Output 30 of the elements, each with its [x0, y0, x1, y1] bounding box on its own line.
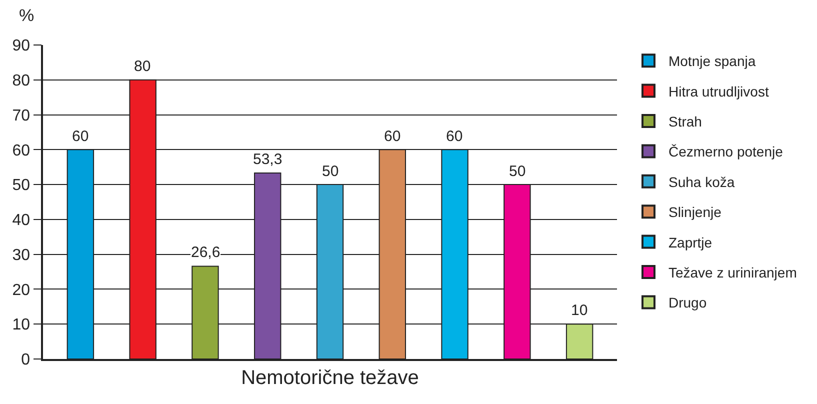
- legend-label: Drugo: [668, 294, 707, 311]
- y-tick-label: 0: [21, 352, 30, 369]
- y-tick-label: 30: [12, 246, 30, 264]
- legend-label: Hitra utrudljivost: [668, 83, 769, 100]
- legend-label: Slinjenje: [668, 204, 722, 220]
- data-label: 53,3: [253, 151, 282, 168]
- y-tick-label: 40: [12, 212, 30, 230]
- y-tick-label: 60: [12, 142, 30, 160]
- data-label: 26,6: [191, 244, 220, 261]
- legend-label: Zaprtje: [668, 234, 712, 250]
- data-label: 50: [322, 163, 339, 180]
- y-tick-label: 10: [12, 316, 30, 334]
- legend-label: Težave z uriniranjem: [668, 264, 797, 280]
- x-axis-title: Nemotorične težave: [241, 367, 419, 390]
- data-label: 10: [571, 302, 588, 319]
- data-label: 60: [384, 128, 401, 145]
- legend-label: Motnje spanja: [668, 53, 756, 70]
- legend-label: Čezmerno potenje: [668, 144, 784, 160]
- data-label: 50: [509, 163, 526, 180]
- y-axis-title: %: [19, 6, 34, 25]
- legend-label: Strah: [668, 113, 702, 130]
- data-label: 60: [446, 128, 463, 145]
- y-tick-label: 20: [12, 282, 30, 299]
- y-tick-label: 90: [12, 38, 30, 55]
- y-tick-label: 50: [12, 177, 30, 194]
- y-tick-label: 70: [12, 107, 30, 124]
- data-label: 80: [134, 58, 151, 75]
- y-tick-label: 80: [12, 72, 30, 90]
- data-label: 60: [72, 128, 89, 145]
- legend-label: Suha koža: [668, 174, 735, 190]
